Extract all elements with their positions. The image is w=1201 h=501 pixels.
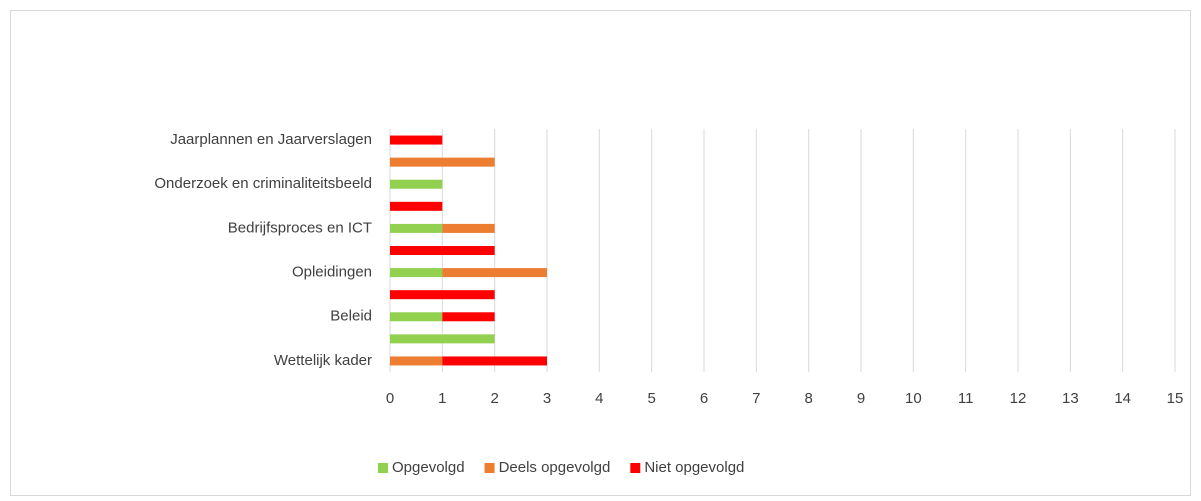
bar-segment <box>390 135 443 145</box>
legend-swatch <box>630 463 641 473</box>
bar-segment <box>390 157 495 167</box>
x-tick-label: 5 <box>647 390 655 407</box>
x-tick-label: 8 <box>804 390 812 407</box>
x-tick-label: 14 <box>1114 390 1131 407</box>
y-tick-label: Beleid <box>330 308 372 325</box>
x-tick-label: 13 <box>1062 390 1079 407</box>
bar-segment <box>390 179 443 189</box>
x-tick-label: 11 <box>958 390 974 407</box>
y-tick-label: Wettelijk kader <box>274 352 372 369</box>
legend-label: Niet opgevolgd <box>644 459 744 476</box>
x-tick-label: 4 <box>595 390 603 407</box>
bar-segment <box>442 312 495 322</box>
x-tick-label: 12 <box>1010 390 1027 407</box>
chart-frame <box>10 10 1191 496</box>
y-tick-label: Onderzoek en criminaliteitsbeeld <box>154 175 372 192</box>
bar-segment <box>390 334 495 344</box>
bar-segment <box>390 223 443 233</box>
x-tick-label: 6 <box>700 390 708 407</box>
x-tick-label: 0 <box>386 390 394 407</box>
x-tick-label: 10 <box>905 390 922 407</box>
bar-segment <box>442 356 547 366</box>
x-tick-label: 2 <box>490 390 498 407</box>
bar-segment <box>390 312 443 322</box>
legend-swatch <box>378 463 388 473</box>
bar-segment <box>390 201 443 211</box>
bar-segment <box>390 268 443 278</box>
bar-segment <box>390 246 495 255</box>
x-tick-label: 7 <box>752 390 760 407</box>
y-tick-label: Bedrijfsproces en ICT <box>228 219 372 236</box>
x-tick-label: 15 <box>1167 390 1184 407</box>
legend-label: Opgevolgd <box>392 459 465 476</box>
x-tick-label: 1 <box>438 390 446 407</box>
x-tick-label: 3 <box>543 390 551 407</box>
bar-segment <box>390 356 443 366</box>
x-tick-label: 9 <box>857 390 865 407</box>
bar-segment <box>442 268 547 278</box>
legend-label: Deels opgevolgd <box>499 459 611 476</box>
y-tick-label: Opleidingen <box>292 264 372 281</box>
y-tick-label: Jaarplannen en Jaarverslagen <box>170 131 372 148</box>
bar-segment <box>390 290 495 300</box>
legend-swatch <box>484 463 495 473</box>
bar-segment <box>442 223 495 233</box>
